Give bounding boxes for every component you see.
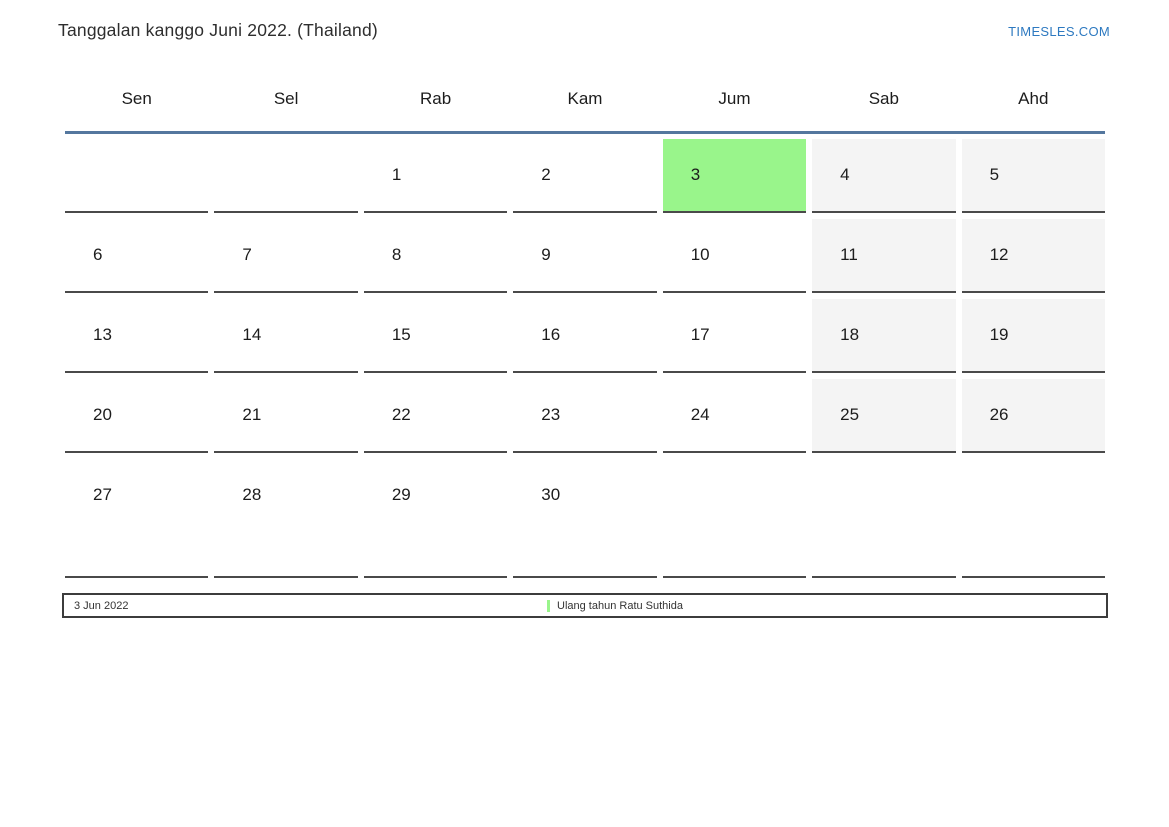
weekday-header-sab: Sab xyxy=(868,89,899,108)
calendar-cell-25: 25 xyxy=(812,379,956,453)
calendar-cell-22: 22 xyxy=(363,379,508,453)
calendar: Sen Sel Rab Kam Jum Sab Ahd 1 2 3 4 5 6 7 8 9 10 11 12 13 1… xyxy=(65,80,1105,578)
calendar-cell-2: 2 xyxy=(513,139,657,213)
calendar-cell-14: 14 xyxy=(214,299,358,373)
timesles-site-link[interactable]: TIMESLES.COM xyxy=(1008,24,1110,39)
weekday-header-row: Sen Sel Rab Kam Jum Sab Ahd xyxy=(65,80,1105,134)
calendar-cell-empty xyxy=(214,139,358,213)
calendar-cell-11: 11 xyxy=(812,219,956,293)
weekday-header-jum: Jum xyxy=(718,89,751,108)
legend-date: 3 Jun 2022 xyxy=(74,599,129,612)
weekday-header-rab: Rab xyxy=(419,89,452,108)
legend-bar: 3 Jun 2022 Ulang tahun Ratu Suthida xyxy=(62,593,1108,618)
calendar-cell-15: 15 xyxy=(363,299,508,373)
calendar-cell-16: 16 xyxy=(513,299,657,373)
weekday-header-ahd: Ahd xyxy=(1018,89,1049,108)
calendar-cell-5: 5 xyxy=(961,139,1105,213)
calendar-cell-8: 8 xyxy=(363,219,508,293)
calendar-cell-6: 6 xyxy=(65,219,209,293)
calendar-cell-13: 13 xyxy=(65,299,209,373)
calendar-grid: 1 2 3 4 5 6 7 8 9 10 11 12 13 14 15 16 17 18 19 20 21 22 23 24 2… xyxy=(65,139,1105,578)
weekday-header-sen: Sen xyxy=(121,89,152,108)
calendar-cell-29: 29 xyxy=(363,459,508,578)
calendar-cell-24: 24 xyxy=(662,379,807,453)
calendar-cell-23: 23 xyxy=(513,379,657,453)
calendar-cell-17: 17 xyxy=(662,299,807,373)
calendar-cell-12: 12 xyxy=(961,219,1105,293)
legend-event-label: Ulang tahun Ratu Suthida xyxy=(557,599,683,612)
calendar-cell-19: 19 xyxy=(961,299,1105,373)
calendar-cell-empty xyxy=(812,459,956,578)
calendar-cell-10: 10 xyxy=(662,219,807,293)
calendar-cell-30: 30 xyxy=(513,459,657,578)
weekday-header-sel: Sel xyxy=(273,89,299,108)
page-title: Tanggalan kanggo Juni 2022. (Thailand) xyxy=(58,20,378,40)
calendar-cell-7: 7 xyxy=(214,219,358,293)
weekday-header-kam: Kam xyxy=(567,89,603,108)
calendar-cell-3: 3 xyxy=(662,139,807,213)
calendar-cell-21: 21 xyxy=(214,379,358,453)
calendar-cell-empty xyxy=(961,459,1105,578)
calendar-cell-18: 18 xyxy=(812,299,956,373)
calendar-cell-28: 28 xyxy=(214,459,358,578)
calendar-cell-empty xyxy=(65,139,209,213)
calendar-cell-20: 20 xyxy=(65,379,209,453)
calendar-cell-4: 4 xyxy=(812,139,956,213)
calendar-cell-1: 1 xyxy=(363,139,508,213)
event-marker-icon xyxy=(547,599,550,612)
calendar-cell-9: 9 xyxy=(513,219,657,293)
legend-event: Ulang tahun Ratu Suthida xyxy=(547,595,683,616)
calendar-cell-27: 27 xyxy=(65,459,209,578)
calendar-cell-26: 26 xyxy=(961,379,1105,453)
calendar-cell-empty xyxy=(662,459,807,578)
